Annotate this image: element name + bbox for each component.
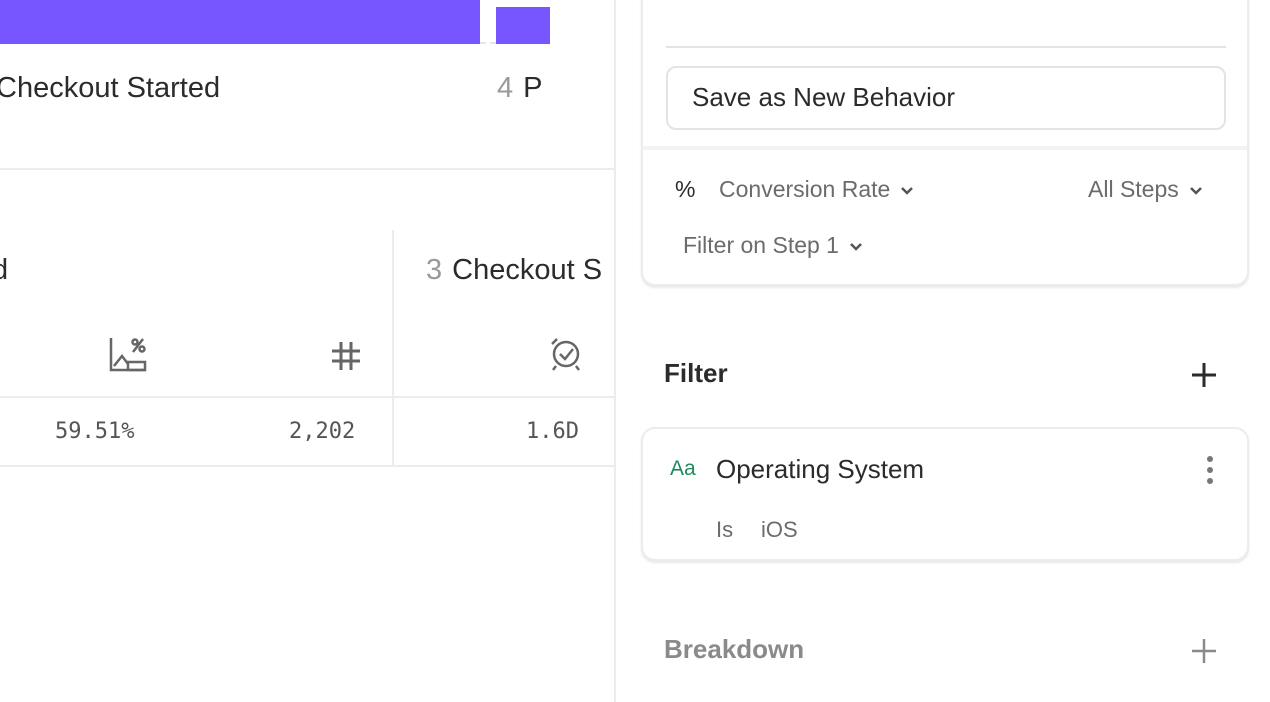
save-behavior-button[interactable]: Save as New Behavior [666,66,1226,130]
filter-section-title: Filter [664,358,728,388]
panel-divider [614,0,616,702]
count-hash-icon [332,342,360,370]
steps-dropdown[interactable]: All Steps [1088,176,1203,203]
filter-value[interactable]: iOS [761,517,798,542]
table-row-divider [0,465,614,467]
step-number: 4 [497,72,514,104]
section-divider [643,146,1247,150]
save-behavior-label: Save as New Behavior [692,82,956,112]
step-name: Checkout Started [0,72,221,104]
add-filter-icon[interactable] [1191,362,1217,388]
card-divider [666,46,1226,48]
step-label-checkout-started: Checkout Started [0,72,220,105]
measure-label: Conversion Rate [719,176,891,202]
metric-card: Save as New Behavior % Conversion Rate A… [641,0,1249,286]
cell-conversion-rate: 59.51% [55,419,135,444]
column-divider [392,230,394,466]
steps-label: All Steps [1088,176,1179,202]
chevron-down-icon [850,243,862,251]
conversion-rate-icon [109,338,147,372]
table-header-divider [0,396,614,398]
bar-connector [480,42,496,44]
time-to-convert-icon [551,338,580,371]
filter-operator[interactable]: Is [716,517,734,542]
step-number: 3 [426,254,443,286]
funnel-bar-step-4[interactable] [496,7,550,44]
filter-property[interactable]: Operating System [716,454,925,484]
chevron-down-icon [901,187,914,195]
add-breakdown-icon[interactable] [1191,638,1217,664]
string-type-icon: Aa [670,457,696,480]
column-title: d [0,254,9,286]
chevron-down-icon [1189,187,1202,195]
cell-time-to-convert: 1.6D [526,419,579,444]
funnel-bar-step[interactable] [0,0,480,44]
chart-table-divider [0,168,614,170]
table-column-header-prev: d [0,254,8,287]
percent-icon: % [675,176,696,202]
cell-count: 2,202 [289,419,356,444]
filter-item-card[interactable]: Aa Operating System Is iOS [641,427,1249,561]
column-title: Checkout S [452,254,603,286]
filter-step-label: Filter on Step 1 [683,232,839,258]
more-options-icon[interactable] [1206,455,1214,485]
filter-step-dropdown[interactable]: Filter on Step 1 [683,232,863,259]
measure-dropdown[interactable]: Conversion Rate [719,176,914,203]
table-column-header-step-3: 3 Checkout S [426,254,602,287]
breakdown-section-title: Breakdown [664,634,805,664]
step-name: P [523,72,543,104]
